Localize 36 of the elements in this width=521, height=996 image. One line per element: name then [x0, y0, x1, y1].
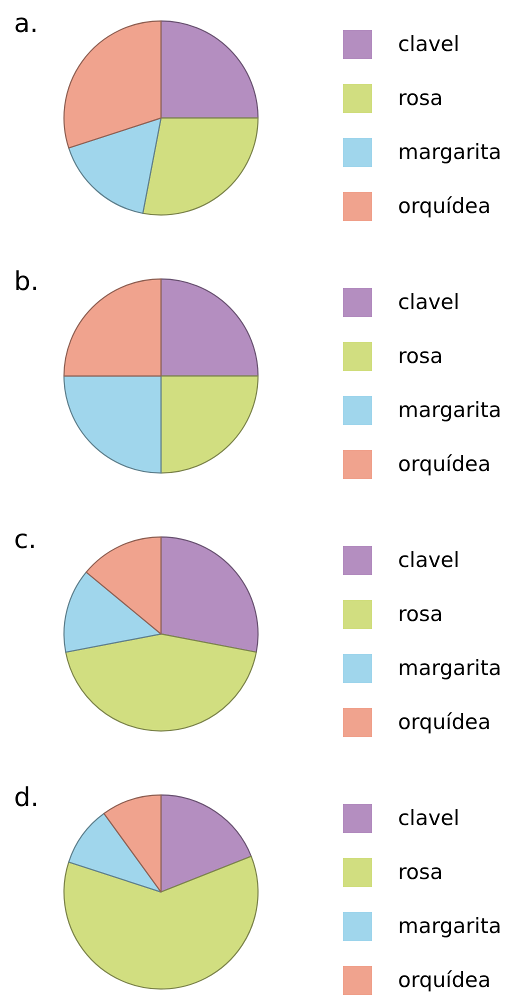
legend-label: clavel	[398, 290, 460, 314]
pie-slice	[103, 794, 162, 893]
legend-label: margarita	[398, 398, 502, 422]
pie-slice	[142, 117, 259, 216]
chart-title: d.	[14, 783, 39, 813]
legend-label: margarita	[398, 140, 502, 164]
pie-slice	[64, 856, 259, 990]
pie-slice	[160, 278, 259, 377]
legend-label: rosa	[398, 602, 443, 626]
pie-slice	[86, 536, 162, 635]
pie-slice	[68, 812, 162, 893]
pie-slice	[160, 536, 258, 653]
chart-title: a.	[14, 9, 38, 39]
legend-label: rosa	[398, 860, 443, 884]
pie-slice	[68, 117, 162, 214]
legend-label: orquídea	[398, 452, 491, 476]
chart-title: c.	[14, 525, 37, 555]
pie-slice	[160, 375, 259, 474]
pie-slice	[64, 20, 162, 149]
pie-slice	[63, 278, 162, 377]
pie-slice	[63, 375, 162, 474]
pie-slice	[65, 633, 257, 732]
legend-label: margarita	[398, 656, 502, 680]
legend-label: orquídea	[398, 968, 491, 992]
legend-label: margarita	[398, 914, 502, 938]
legend-label: rosa	[398, 344, 443, 368]
legend-label: clavel	[398, 806, 460, 830]
legend-label: clavel	[398, 32, 460, 56]
pie-slice	[160, 794, 252, 893]
legend-label: rosa	[398, 86, 443, 110]
legend-label: clavel	[398, 548, 460, 572]
legend-label: orquídea	[398, 710, 491, 734]
legend-label: orquídea	[398, 194, 491, 218]
pie-slice	[64, 572, 162, 653]
pie-slice	[160, 20, 259, 119]
chart-title: b.	[14, 267, 39, 297]
